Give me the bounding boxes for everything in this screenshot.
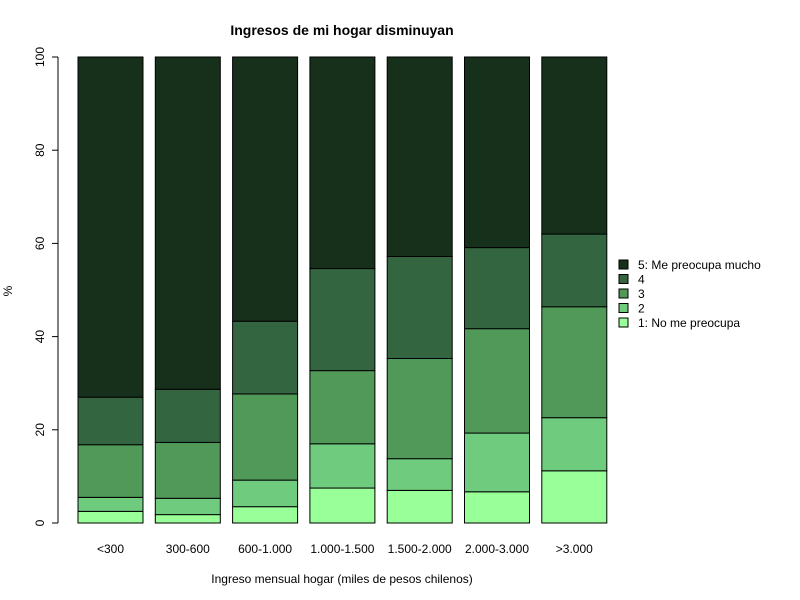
bar-segment <box>309 268 376 372</box>
bar-segment <box>77 396 144 446</box>
bars-group <box>77 56 608 524</box>
x-tick-label: 600-1.000 <box>238 542 292 556</box>
bar-segment <box>386 489 453 524</box>
y-axis-label: % <box>1 285 15 296</box>
bar-segment <box>386 358 453 460</box>
legend-label: 2 <box>638 302 645 316</box>
x-tick-label: 1.500-2.000 <box>388 542 452 556</box>
bar-segment <box>154 441 221 499</box>
bar-segment <box>77 444 144 498</box>
x-tick-label: <300 <box>97 542 124 556</box>
legend-label: 3 <box>638 287 645 301</box>
bar-segment <box>386 255 453 360</box>
bar-segment <box>541 56 608 235</box>
x-tick-labels: <300 300-600 600-1.000 1.000-1.500 1.500-2.0… <box>97 542 593 556</box>
bar-segment <box>232 320 299 395</box>
bar-segment <box>386 458 453 491</box>
bar-segment <box>309 487 376 524</box>
x-tick-label: 1.000-1.500 <box>310 542 374 556</box>
bar-segment <box>232 506 299 524</box>
x-tick-label: >3.000 <box>556 542 593 556</box>
x-tick-label: 2.000-3.000 <box>465 542 529 556</box>
legend-label: 4 <box>638 273 645 287</box>
bar-segment <box>232 479 299 508</box>
bar-segment <box>154 514 221 524</box>
y-tick-label: 80 <box>33 143 47 157</box>
bar-segment <box>541 306 608 419</box>
legend-swatch <box>618 317 629 328</box>
x-axis-label: Ingreso mensual hogar (miles de pesos ch… <box>211 572 472 586</box>
y-tick-label: 100 <box>33 47 47 67</box>
bar-segment <box>309 56 376 270</box>
bar-segment <box>464 432 530 493</box>
bar-segment <box>541 233 608 308</box>
bar-segment <box>154 497 221 516</box>
bar-segment <box>464 247 530 330</box>
legend-swatch <box>618 303 629 313</box>
bar-segment <box>541 417 608 472</box>
y-tick-label: 40 <box>33 330 47 344</box>
bar-segment <box>464 56 530 249</box>
bar-segment <box>154 56 221 390</box>
legend-label: 5: Me preocupa mucho <box>638 258 761 272</box>
bar-segment <box>541 470 608 524</box>
bar-segment <box>464 491 530 524</box>
bar-segment <box>309 370 376 445</box>
bar-segment <box>154 388 221 443</box>
legend-label: 1: No me preocupa <box>638 316 740 330</box>
y-tick-label: 20 <box>33 423 47 437</box>
bar-segment <box>464 328 530 434</box>
legend-swatch <box>618 288 629 299</box>
bar-segment <box>386 56 453 257</box>
y-tick-label: 60 <box>33 236 47 250</box>
bar-segment <box>232 393 299 481</box>
x-tick-label: 300-600 <box>166 542 210 556</box>
bar-segment <box>232 56 299 322</box>
legend-swatch <box>618 274 629 284</box>
chart-title: Ingresos de mi hogar disminuyan <box>230 22 453 38</box>
bar-segment <box>309 443 376 489</box>
bar-segment <box>77 510 144 524</box>
y-axis: 0 20 40 60 80 100 <box>33 47 59 526</box>
bar-segment <box>77 496 144 512</box>
legend-swatch <box>618 259 629 270</box>
y-tick-label: 0 <box>33 519 47 526</box>
bar-segment <box>77 56 144 398</box>
